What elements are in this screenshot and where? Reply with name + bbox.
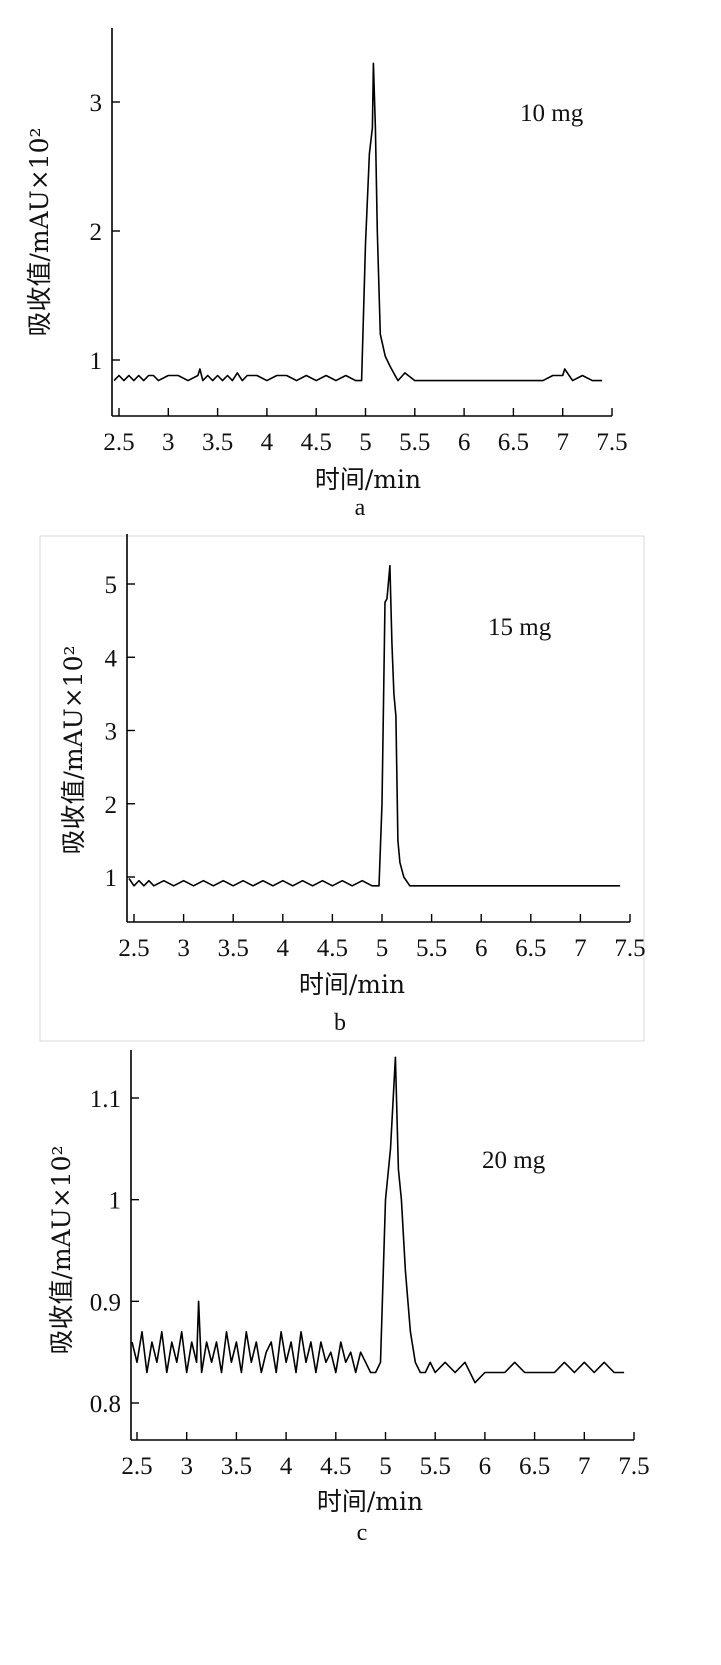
y-tick-label: 1 [109, 1188, 122, 1215]
x-tick-label: 3 [177, 935, 190, 962]
x-tick-label: 6 [479, 1453, 492, 1480]
x-tick-label: 4.5 [317, 935, 348, 962]
panel-b-mass-label: 15 mg [488, 614, 552, 641]
x-tick-label: 4 [261, 429, 274, 456]
y-tick-label: 5 [105, 572, 118, 599]
panel-b-x-axis-label: 时间/min [299, 970, 405, 999]
x-tick-label: 7.5 [614, 935, 645, 962]
panel-a-mass-label: 10 mg [520, 100, 584, 127]
x-tick-label: 4 [277, 935, 290, 962]
panel-b-letter: b [334, 1010, 346, 1036]
y-tick-label: 2 [90, 219, 103, 246]
panel-b-trace [128, 564, 621, 887]
x-tick-label: 5 [379, 1453, 392, 1480]
x-tick-label: 6 [458, 429, 471, 456]
x-tick-label: 7 [556, 429, 569, 456]
y-tick-label: 0.9 [90, 1289, 121, 1316]
panel-a-letter: a [355, 495, 366, 521]
x-tick-label: 4.5 [301, 429, 332, 456]
x-tick-label: 6.5 [519, 1453, 550, 1480]
x-tick-label: 2.5 [103, 429, 134, 456]
x-tick-label: 7.5 [596, 429, 627, 456]
panel-b: 2.5 3 3.5 4 4.5 5 5.5 6 6.5 7 7.5 1 2 3 4 5 15 mg 时间/mi… [59, 534, 646, 1036]
x-tick-label: 2.5 [121, 1453, 152, 1480]
y-tick-label: 2 [105, 792, 118, 819]
panel-a-y-axis-label: 吸收值/mAU×10² [25, 127, 54, 336]
x-tick-label: 3.5 [202, 429, 233, 456]
x-tick-label: 3 [180, 1453, 193, 1480]
x-tick-label: 5.5 [399, 429, 430, 456]
x-tick-label: 4 [280, 1453, 293, 1480]
y-tick-label: 4 [105, 645, 118, 672]
panel-b-y-axis-label: 吸收值/mAU×10² [59, 645, 88, 854]
panel-a-axes [111, 28, 612, 417]
y-tick-label: 3 [105, 719, 118, 746]
panel-c-trace [131, 1056, 625, 1384]
x-tick-label: 5 [359, 429, 372, 456]
panel-c-mass-label: 20 mg [482, 1147, 546, 1174]
panel-c-ticks: 2.5 3 3.5 4 4.5 5 5.5 6 6.5 7 7.5 0.8 0.9 1 1.1 [90, 1086, 650, 1480]
x-tick-label: 7 [574, 935, 587, 962]
y-tick-label: 3 [90, 90, 103, 117]
panel-a-x-axis-label: 时间/min [315, 465, 421, 494]
panel-c-axes [130, 1050, 634, 1441]
x-tick-label: 6.5 [515, 935, 546, 962]
x-tick-label: 3.5 [218, 935, 249, 962]
y-tick-label: 0.8 [90, 1391, 121, 1418]
panel-b-axes [126, 534, 630, 923]
x-tick-label: 2.5 [118, 935, 149, 962]
panel-b-ticks: 2.5 3 3.5 4 4.5 5 5.5 6 6.5 7 7.5 1 2 3 4 5 [105, 572, 646, 962]
y-tick-label: 1.1 [90, 1086, 121, 1113]
x-tick-label: 5 [376, 935, 389, 962]
x-tick-label: 7 [578, 1453, 591, 1480]
y-tick-label: 1 [105, 865, 118, 892]
panel-a-ticks: 2.5 3 3.5 4 4.5 5 5.5 6 6.5 7 7.5 1 2 3 [90, 90, 628, 456]
y-tick-label: 1 [90, 348, 103, 375]
x-tick-label: 5.5 [416, 935, 447, 962]
x-tick-label: 6.5 [498, 429, 529, 456]
panel-c-x-axis-label: 时间/min [317, 1487, 423, 1516]
panel-c: 2.5 3 3.5 4 4.5 5 5.5 6 6.5 7 7.50.80.911.1 20 mg … [47, 1050, 650, 1546]
x-tick-label: 4.5 [320, 1453, 351, 1480]
x-tick-label: 7.5 [618, 1453, 649, 1480]
panel-c-letter: c [357, 1520, 368, 1546]
x-tick-label: 5.5 [420, 1453, 451, 1480]
panel-a-trace [113, 62, 603, 382]
panel-c-y-axis-label: 吸收值/mAU×10² [47, 1145, 76, 1354]
x-tick-label: 6 [475, 935, 488, 962]
x-tick-label: 3 [162, 429, 175, 456]
panel-b-frame [39, 535, 645, 1042]
x-tick-label: 3.5 [221, 1453, 252, 1480]
